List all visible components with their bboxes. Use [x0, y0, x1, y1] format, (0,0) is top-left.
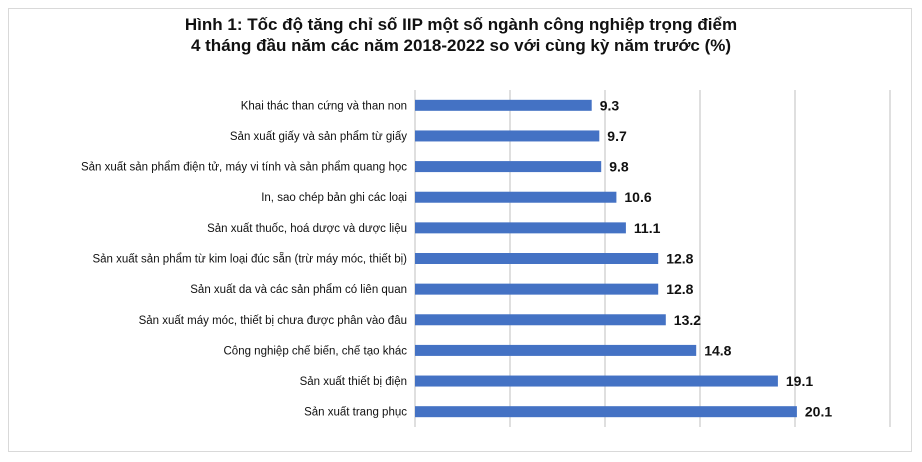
- category-label: Sản xuất máy móc, thiết bị chưa được phâ…: [139, 315, 407, 327]
- value-label: 10.6: [624, 189, 651, 205]
- category-label: Khai thác than cứng và than non: [241, 100, 407, 112]
- chart-title-line-1: Hình 1: Tốc độ tăng chỉ số IIP một số ng…: [184, 15, 738, 34]
- value-label: 14.8: [704, 342, 731, 358]
- category-label: In, sao chép bản ghi các loại: [261, 192, 407, 204]
- category-label: Công nghiệp chế biến, chế tạo khác: [224, 345, 408, 357]
- value-label: 9.7: [607, 128, 627, 144]
- value-label: 12.8: [666, 251, 693, 267]
- bar: [415, 191, 617, 203]
- bar: [415, 406, 797, 418]
- bar: [415, 253, 659, 264]
- value-label: 9.3: [600, 97, 620, 113]
- value-labels: 9.3 9.7 9.8 10.6 11.1 12.8 12.8 13.214.8 19.1 20.…: [600, 97, 833, 419]
- category-label: Sản xuất giấy và sản phẩm từ giấy: [230, 131, 407, 143]
- category-label: Sản xuất da và các sản phẩm có liên quan: [190, 284, 407, 296]
- bar: [415, 314, 666, 326]
- chart-title-line-2: 4 tháng đầu năm các năm 2018-2022 so với…: [190, 36, 732, 55]
- chart-title: Hình 1: Tốc độ tăng chỉ số IIP một số ng…: [0, 14, 922, 56]
- bar: [415, 344, 697, 356]
- category-label: Sản xuất trang phục: [304, 407, 407, 419]
- bar: [415, 130, 600, 142]
- category-label: Sản xuất sản phẩm điện tử, máy vi tính v…: [81, 162, 407, 174]
- category-label: Sản xuất sản phẩm từ kim loại đúc sẵn (t…: [92, 253, 407, 266]
- bar: [415, 283, 659, 295]
- value-label: 12.8: [666, 281, 693, 297]
- value-label: 9.8: [609, 159, 629, 175]
- bars: [415, 99, 797, 418]
- value-label: 19.1: [786, 373, 813, 389]
- value-label: 13.2: [674, 312, 701, 328]
- category-label: Sản xuất thuốc, hoá dược và dược liệu: [207, 223, 407, 235]
- value-label: 11.1: [634, 220, 661, 236]
- bar: [415, 375, 778, 387]
- bar: [415, 161, 602, 173]
- bar: [415, 222, 626, 234]
- category-label: Sản xuất thiết bị điện: [300, 376, 407, 388]
- category-labels: Khai thác than cứng và than non Sản xuất …: [81, 100, 407, 418]
- bar: [415, 99, 592, 111]
- value-label: 20.1: [805, 404, 832, 420]
